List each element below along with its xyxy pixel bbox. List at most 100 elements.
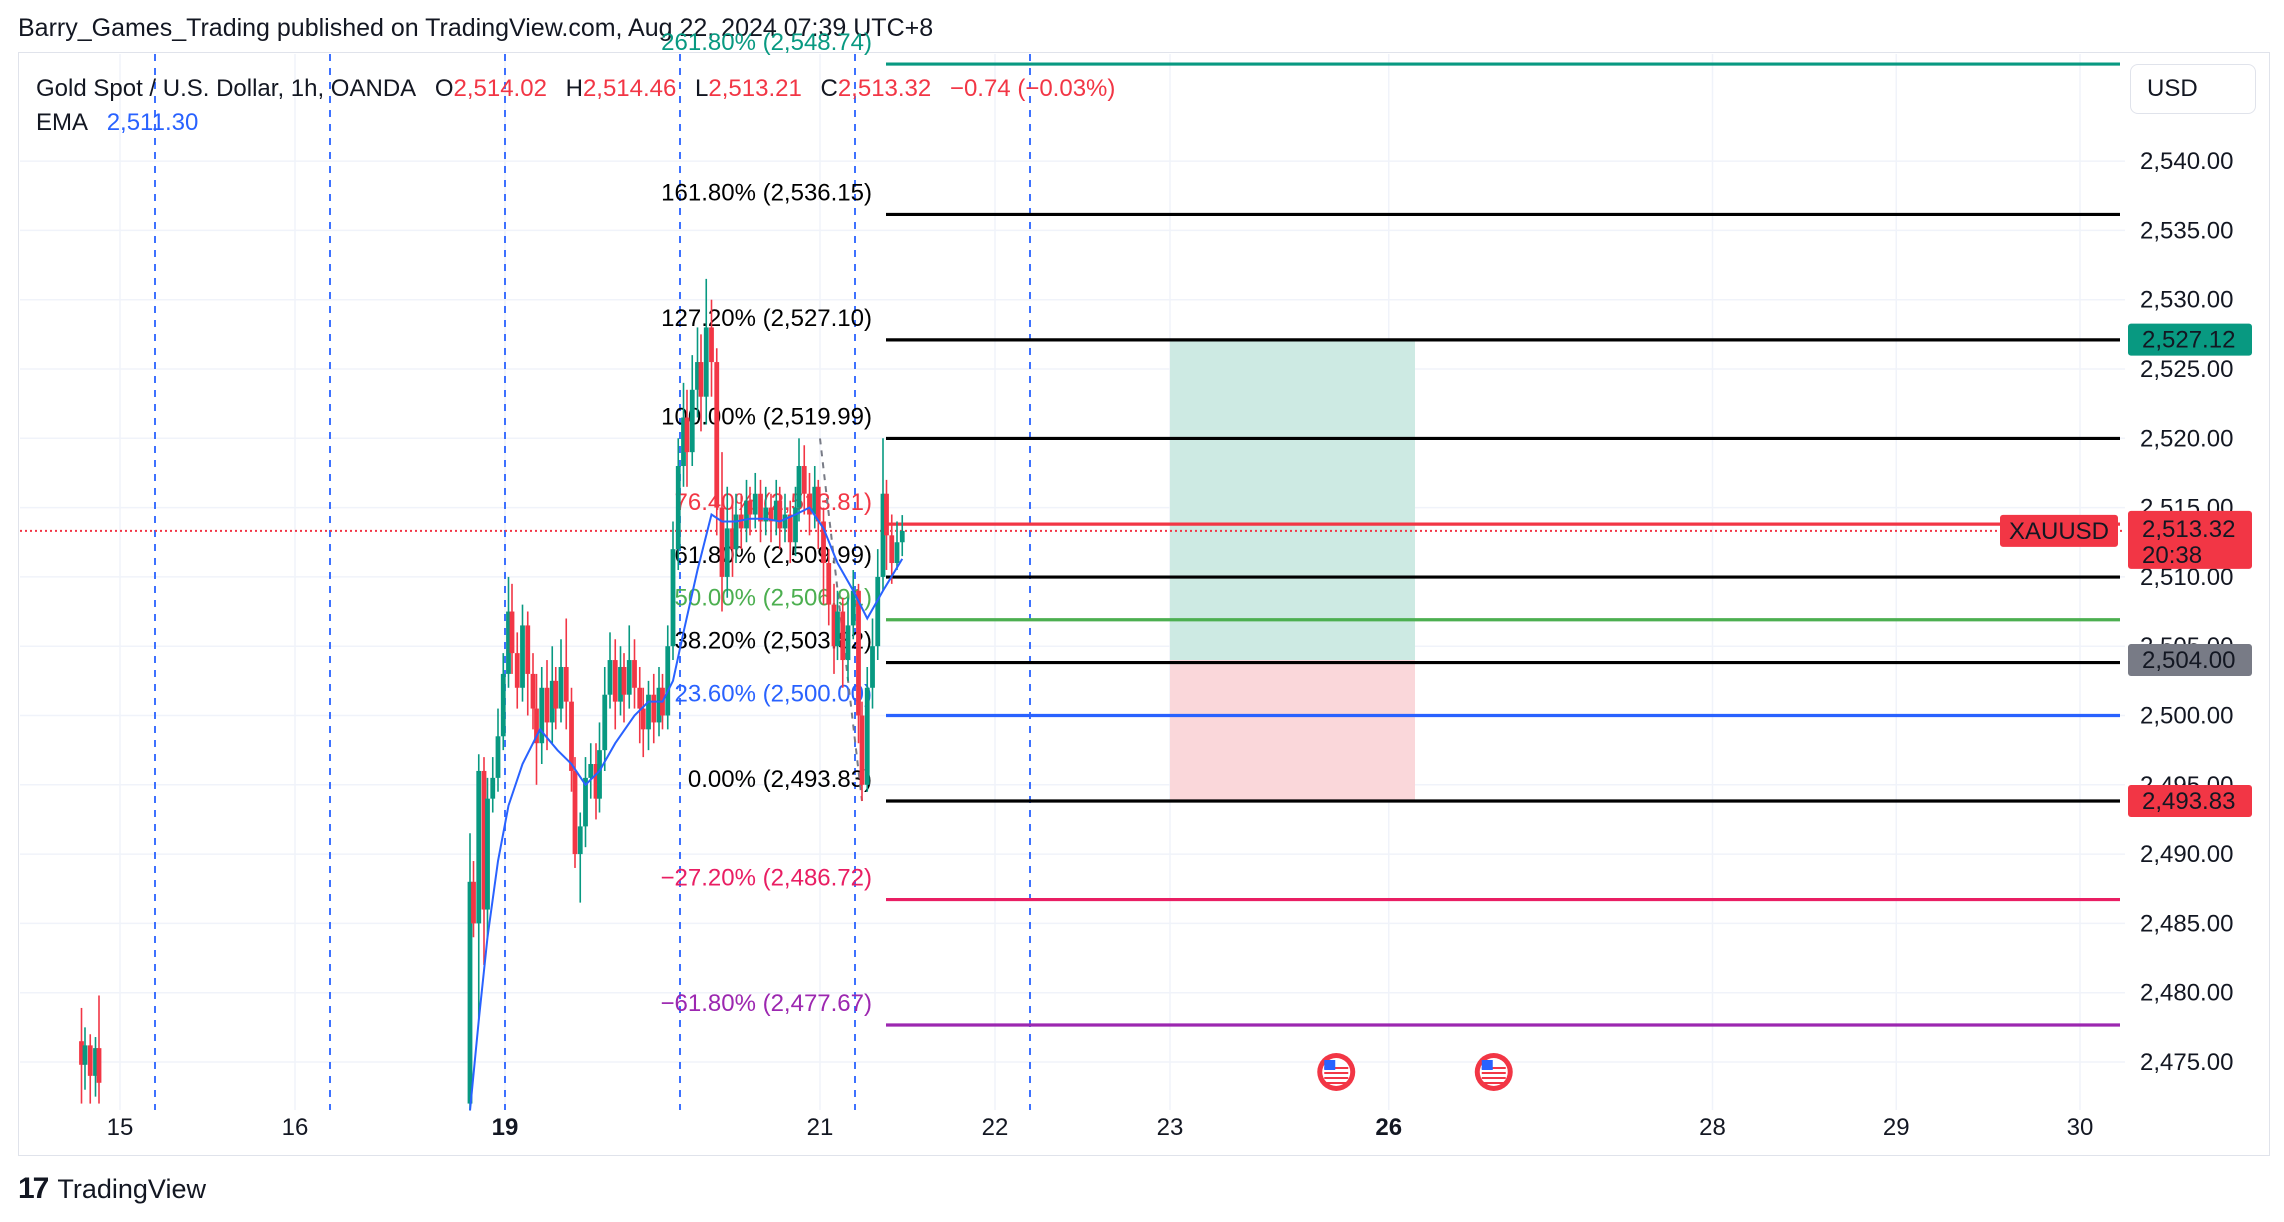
symbol-title[interactable]: Gold Spot / U.S. Dollar, 1h, OANDA — [36, 75, 417, 102]
ema-label[interactable]: EMA — [36, 109, 89, 136]
candle-body — [481, 770, 487, 910]
x-axis: 15 16 19 21 22 23 26 28 29 30 — [107, 1114, 2094, 1141]
candle-body — [640, 708, 646, 730]
candles — [79, 278, 905, 1111]
close-label: C — [820, 75, 838, 102]
y-tick-label: 2,530.00 — [2140, 287, 2233, 314]
candle-body — [632, 660, 637, 688]
tradingview-logo-icon: 17 — [18, 1172, 49, 1205]
candle-body — [670, 549, 676, 647]
us-flag-event-icon[interactable] — [1474, 1053, 1513, 1091]
candle-body — [626, 660, 632, 695]
candle-body — [563, 666, 569, 702]
candle-body — [747, 500, 753, 515]
tradingview-brand: TradingView — [57, 1173, 206, 1204]
candle-body — [549, 680, 555, 723]
candle-body — [646, 694, 651, 730]
x-tick-label: 29 — [1883, 1114, 1910, 1141]
open-label: O — [434, 75, 454, 102]
ema-value: 2,511.30 — [106, 109, 199, 136]
candle-body — [656, 687, 662, 723]
high-value: 2,514.46 — [582, 75, 677, 102]
candle-body — [607, 660, 613, 695]
candle-body — [79, 1041, 84, 1065]
ohlc-row: Gold Spot / U.S. Dollar, 1h, OANDA O 2,51… — [36, 72, 1115, 106]
x-tick-label: 15 — [107, 1114, 134, 1141]
candle-body — [889, 535, 895, 564]
candle-body — [698, 362, 704, 397]
candle-body — [583, 777, 588, 827]
candle-body — [476, 770, 482, 924]
high-label: H — [565, 75, 583, 102]
price-tags: 2,527.12 2,504.00 2,493.83 XAUUSD 2,513.3220… — [2000, 323, 2252, 818]
candle-body — [845, 625, 851, 661]
candle-body — [763, 507, 769, 522]
candle-body — [520, 625, 525, 688]
candle-body — [733, 514, 739, 550]
candle-body — [597, 750, 602, 799]
flag-canton — [1324, 1060, 1336, 1070]
us-flag-event-icon[interactable] — [1317, 1053, 1356, 1091]
position-zones — [1170, 339, 1415, 802]
candle-body — [514, 653, 520, 688]
candle-body — [651, 694, 657, 723]
candle-body — [744, 500, 749, 529]
candle-body — [787, 514, 793, 543]
fib-label: 0.00% (2,493.83) — [688, 766, 872, 793]
candle-body — [471, 881, 476, 924]
y-axis: 2,475.002,480.002,485.002,490.002,495.00… — [2140, 148, 2233, 1076]
candle-body — [675, 466, 681, 550]
candle-body — [572, 770, 578, 855]
candle-body — [864, 687, 870, 785]
candle-body — [637, 687, 643, 709]
candle-body — [724, 528, 730, 577]
candle-body — [506, 611, 511, 674]
candle-body — [593, 764, 599, 799]
candle-body — [525, 625, 531, 674]
y-tick-label: 2,475.00 — [2140, 1049, 2233, 1076]
candle-body — [752, 493, 758, 515]
candle-body — [577, 826, 583, 855]
price-tag: 2,493.83 — [2142, 788, 2235, 815]
candle-body — [602, 694, 608, 751]
y-tick-label: 2,490.00 — [2140, 841, 2233, 868]
grid — [20, 54, 2125, 1110]
tradingview-logo[interactable]: 17 TradingView — [18, 1172, 206, 1206]
candle-body — [96, 1048, 102, 1083]
candle-body — [773, 500, 779, 522]
candle-body — [826, 563, 832, 605]
fib-label: 100.00% (2,519.99) — [661, 403, 872, 430]
loss-zone — [1170, 660, 1415, 802]
fib-label: −27.20% (2,486.72) — [661, 865, 873, 892]
candle-body — [681, 417, 686, 467]
candle-body — [738, 514, 744, 529]
candle-body — [719, 507, 725, 577]
x-tick-label: 23 — [1157, 1114, 1184, 1141]
candle-body — [612, 660, 618, 702]
candle-body — [558, 666, 564, 709]
candle-body — [831, 604, 837, 647]
candle-body — [714, 362, 720, 508]
candle-body — [880, 493, 886, 577]
candle-body — [850, 590, 856, 626]
candle-body — [539, 687, 545, 744]
change-value: −0.74 (−0.03%) — [949, 75, 1116, 102]
candle-body — [730, 528, 735, 550]
candle-body — [884, 493, 889, 536]
currency-button[interactable]: USD — [2130, 64, 2256, 114]
price-tag: 2,527.12 — [2142, 327, 2235, 354]
fib-label: 127.20% (2,527.10) — [661, 305, 872, 332]
x-tick-label: 30 — [2067, 1114, 2094, 1141]
candle-body — [530, 673, 536, 709]
candle-body — [495, 736, 501, 778]
candle-body — [777, 500, 783, 529]
candle-body — [703, 327, 709, 397]
fib-label: 161.80% (2,536.15) — [661, 179, 872, 206]
low-label: L — [695, 75, 709, 102]
y-tick-label: 2,525.00 — [2140, 356, 2233, 383]
countdown-tag: 20:38 — [2142, 542, 2202, 569]
y-tick-label: 2,520.00 — [2140, 425, 2233, 452]
price-tag-bg — [2128, 785, 2252, 818]
candle-body — [821, 521, 826, 564]
